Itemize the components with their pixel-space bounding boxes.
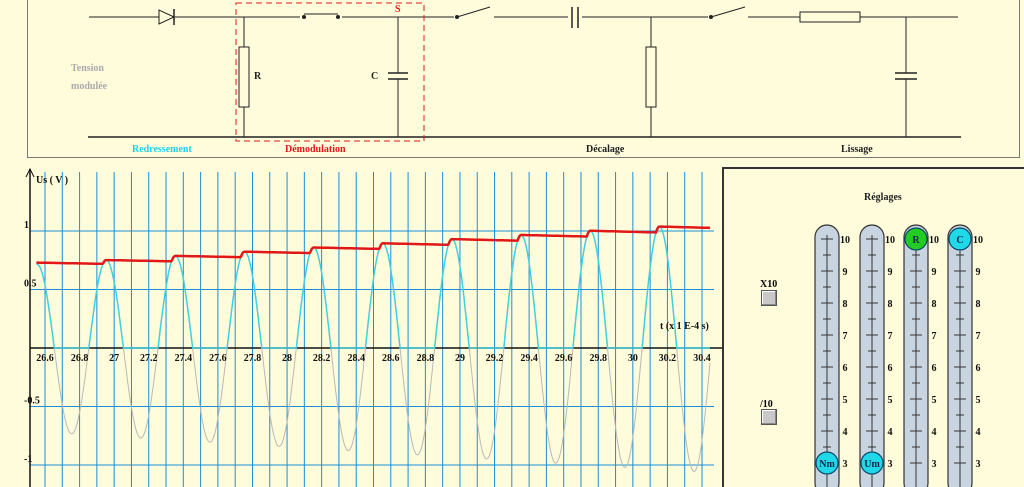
slider-scale-number: 9: [888, 267, 893, 278]
slider-knob-label: Nm: [819, 459, 835, 470]
slider-scale-number: 5: [843, 395, 848, 406]
circuit-diagram: Tension modulée R C S Redressement Démod…: [27, 0, 1020, 158]
y-tick-label: -1: [24, 454, 32, 465]
x-tick-label: 30: [628, 353, 638, 364]
section-demodulation: Démodulation: [285, 144, 346, 155]
slider-scale-number: 10: [973, 235, 983, 246]
slider-scale-number: 8: [932, 299, 937, 310]
slider-scale-number: 10: [929, 235, 939, 246]
slider-r[interactable]: R: [903, 224, 929, 487]
y-tick-label: -0.5: [24, 396, 40, 407]
smoothing-resistor: [799, 11, 861, 23]
slider-scale-number: 10: [840, 235, 850, 246]
slider-knob-label: C: [956, 235, 963, 246]
x-axis-label: t (x 1 E-4 s): [660, 321, 709, 332]
section-decalage: Décalage: [586, 144, 625, 155]
label-tension-modulee-line2: modulée: [71, 81, 108, 92]
x-tick-label: 27.6: [209, 353, 227, 364]
slider-knob[interactable]: [815, 451, 839, 475]
slider-scale-number: 3: [888, 459, 893, 470]
slider-scale-number: 9: [843, 267, 848, 278]
slider-scale-number: 6: [932, 363, 937, 374]
section-lissage: Lissage: [841, 144, 873, 155]
x-tick-label: 26.8: [71, 353, 89, 364]
label-tension-modulee: Tension: [71, 63, 104, 74]
slider-scale-number: 3: [843, 459, 848, 470]
slider-um[interactable]: Um: [859, 224, 885, 487]
slider-scale-number: 5: [888, 395, 893, 406]
x-tick-label: 29.6: [555, 353, 573, 364]
resistor-R: [238, 46, 250, 108]
x-tick-label: 27.4: [175, 353, 193, 364]
x-tick-label: 28.8: [417, 353, 435, 364]
offset-resistor: [645, 46, 657, 108]
grid: [30, 172, 714, 487]
slider-scale-number: 7: [888, 331, 893, 342]
slider-scale-number: 3: [932, 459, 937, 470]
slider-scale-number: 7: [976, 331, 981, 342]
y-tick-label: 1: [24, 220, 29, 231]
slider-scale-number: 9: [932, 267, 937, 278]
graph-canvas: 26.6 26.8 27 27.2 27.4 27.6 27.8 28 28.2 28.4 28.6…: [24, 167, 722, 487]
slider-scale-number: 8: [843, 299, 848, 310]
settings-title: Réglages: [864, 192, 902, 203]
slider-scale-number: 9: [976, 267, 981, 278]
y-axis-arrow: [25, 167, 35, 178]
x-tick-label: 28.6: [382, 353, 400, 364]
x-tick-label: 28: [282, 353, 292, 364]
slider-scale-number: 7: [932, 331, 937, 342]
x10-button[interactable]: [761, 290, 777, 306]
slider-scale-number: 3: [976, 459, 981, 470]
slider-knob[interactable]: [904, 227, 928, 251]
rectified-signal-curve: [36, 225, 710, 349]
slider-scale-number: 8: [976, 299, 981, 310]
section-redressement: Redressement: [132, 144, 192, 155]
slider-scale-number: 5: [976, 395, 981, 406]
slider-scale-number: 4: [888, 427, 893, 438]
slider-scale-number: 6: [843, 363, 848, 374]
x-tick-label: 27: [109, 353, 119, 364]
slider-knob[interactable]: [860, 451, 884, 475]
div10-button[interactable]: [761, 409, 777, 425]
slider-scale-number: 8: [888, 299, 893, 310]
x-tick-label: 30.2: [659, 353, 677, 364]
slider-nm[interactable]: Nm: [814, 224, 840, 487]
x-tick-label: 29.8: [590, 353, 608, 364]
x-tick-label: 29.4: [520, 353, 538, 364]
x-tick-label: 30.4: [693, 353, 711, 364]
slider-scale-number: 10: [885, 235, 895, 246]
oscilloscope-graph: 26.6 26.8 27 27.2 27.4 27.6 27.8 28 28.2 28.4 28.6…: [22, 167, 722, 487]
x10-label: X10: [760, 279, 778, 290]
demodulated-envelope-curve: [36, 225, 710, 266]
y-tick-label: 0.5: [24, 279, 37, 290]
sliders-area: Nm 10 9 8 7 6 5 4 3 Um 10 9 8 7 6 5 4 3 R 10 9 8 7 6 5 4 3 C 10 9 8 7 6 5…: [814, 224, 983, 487]
slider-scale-number: 6: [976, 363, 981, 374]
slider-scale-number: 6: [888, 363, 893, 374]
slider-scale-number: 4: [976, 427, 981, 438]
slider-knob[interactable]: [948, 227, 972, 251]
label-R: R: [254, 71, 262, 82]
x-tick-label: 29.2: [486, 353, 504, 364]
label-S: S: [395, 4, 401, 15]
slider-knob-label: R: [912, 235, 920, 246]
slider-scale-number: 5: [932, 395, 937, 406]
x-tick-label: 27.8: [244, 353, 262, 364]
x-tick-label: 29: [455, 353, 465, 364]
diode-symbol: [158, 9, 176, 25]
demodulation-box: [235, 2, 425, 142]
x-tick-label: 26.6: [36, 353, 54, 364]
x-tick-label: 27.2: [140, 353, 158, 364]
y-axis-label: Us ( V ): [36, 175, 68, 186]
x-tick-label: 28.2: [313, 353, 331, 364]
slider-scale-number: 4: [843, 427, 848, 438]
slider-c[interactable]: C: [947, 224, 973, 487]
settings-panel: Réglages X10 /10 Nm 10 9 8 7 6 5 4 3 Um 10 9 8 7 6 5 4 3 R…: [722, 167, 1024, 487]
circuit-schematic: [88, 2, 961, 142]
label-C: C: [371, 71, 379, 82]
slider-scale-number: 4: [932, 427, 937, 438]
slider-scale-number: 7: [843, 331, 848, 342]
slider-knob-label: Um: [864, 459, 880, 470]
x-tick-label: 28.4: [347, 353, 365, 364]
div10-label: /10: [760, 399, 773, 410]
